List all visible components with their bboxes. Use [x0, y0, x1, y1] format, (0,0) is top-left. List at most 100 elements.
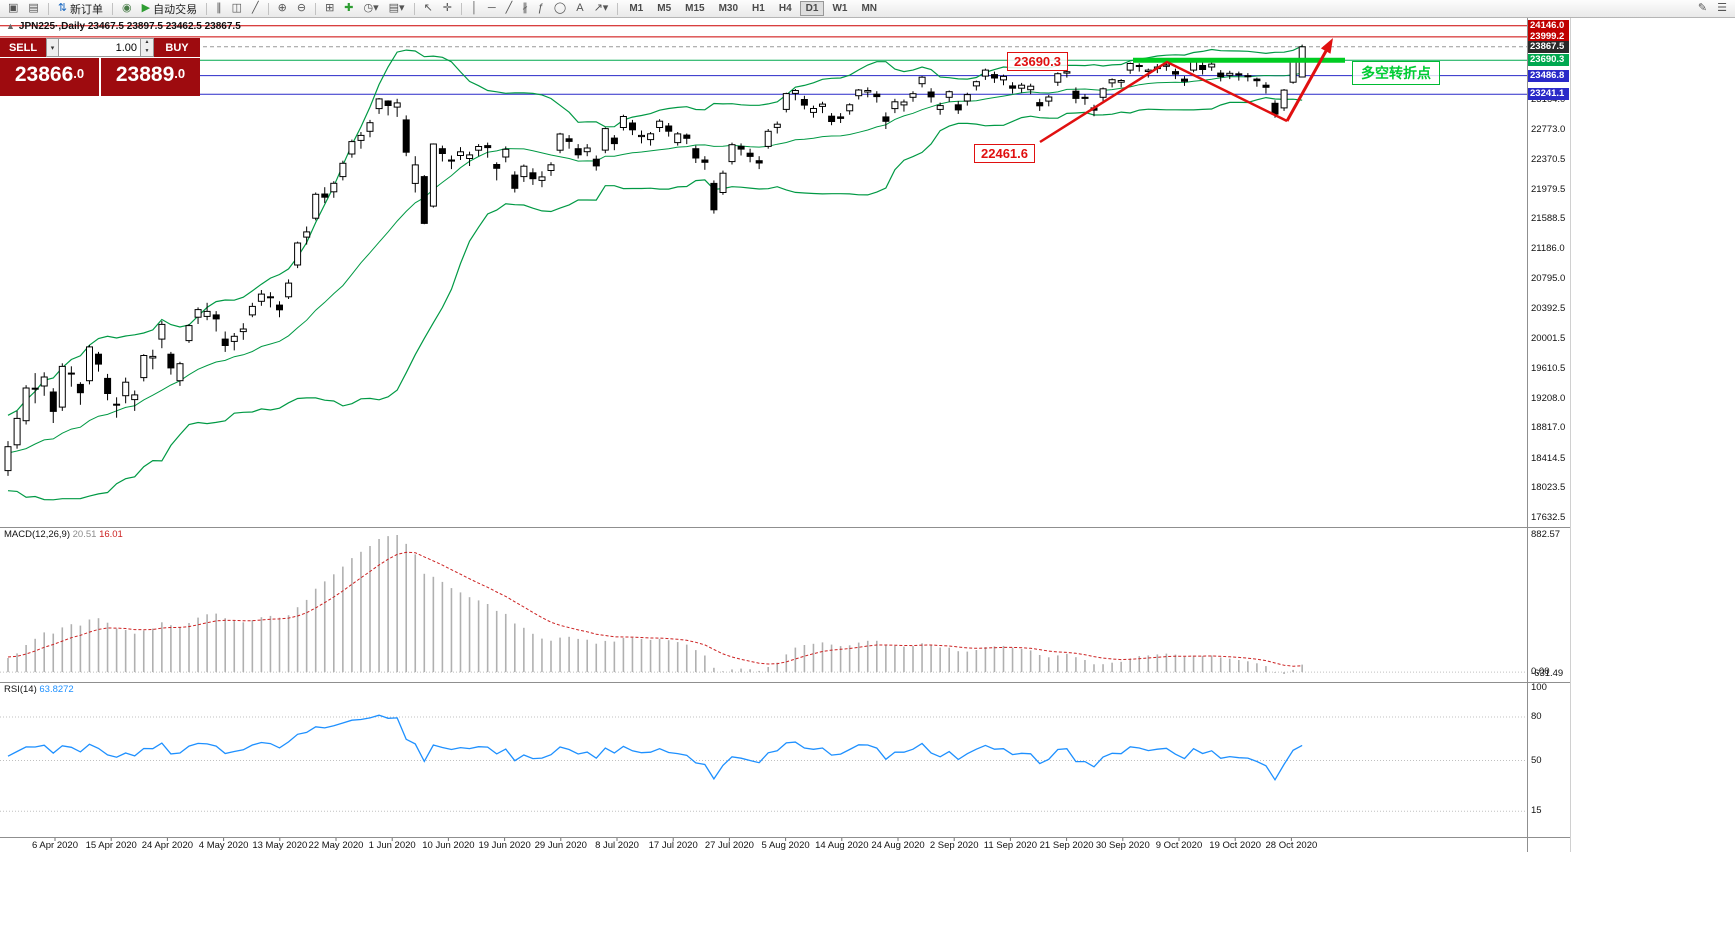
text-icon[interactable]: A — [572, 1, 587, 16]
fibonacci-icon: ƒ — [537, 2, 544, 14]
volume-spinner[interactable]: ▲ ▼ — [141, 38, 154, 57]
zoom-in-icon[interactable]: ⊕ — [274, 1, 291, 16]
main-chart-layer — [0, 25, 1527, 501]
trendline-icon[interactable]: ╱ — [502, 1, 517, 16]
annotation-support-label[interactable]: 22461.6 — [974, 144, 1035, 163]
new-order-button-label: 新订单 — [70, 3, 104, 16]
profiles-icon: ▤ — [28, 2, 39, 14]
periods-icon[interactable]: ◷▾ — [360, 1, 383, 16]
timeframe-h4-button[interactable]: H4 — [778, 3, 792, 14]
new-chart-icon: ▣ — [8, 2, 19, 14]
edit-icon: ✎ — [1697, 2, 1708, 14]
templates-icon: ▤▾ — [388, 2, 405, 14]
horizontal-line-icon: ─ — [487, 2, 496, 14]
horizontal-line-icon[interactable]: ─ — [484, 1, 500, 16]
profiles-icon[interactable]: ▤ — [24, 1, 42, 16]
sell-price-button[interactable]: 23866.0 — [0, 58, 99, 96]
fibonacci-icon[interactable]: ƒ — [534, 1, 548, 16]
macd-signal-value: 16.01 — [99, 529, 123, 540]
buy-price-button[interactable]: 23889.0 — [101, 58, 200, 96]
volume-up-button[interactable]: ▲ — [144, 39, 150, 45]
vertical-line-icon: │ — [471, 2, 478, 14]
timeframe-d1-button[interactable]: D1 — [799, 1, 825, 16]
arrow-tool-icon: ↗▾ — [593, 2, 609, 14]
candlestick-chart-icon[interactable]: ◫ — [228, 1, 246, 16]
autotrade-button-label: 自动交易 — [153, 3, 198, 16]
timeframe-m15-button[interactable]: M15 — [685, 3, 705, 14]
menu-icon[interactable]: ☰ — [1713, 1, 1731, 16]
red-zigzag-trendline[interactable] — [1039, 60, 1288, 144]
macd-indicator-label: MACD(12,26,9) 20.51 16.01 — [4, 529, 123, 540]
crosshair-icon: ✛ — [442, 2, 452, 14]
cursor-icon: ↖ — [423, 2, 433, 14]
toolbar-separator — [413, 2, 415, 15]
text-icon: A — [576, 2, 584, 14]
channel-icon[interactable]: ∦ — [518, 1, 532, 16]
annotation-layer — [1039, 38, 1345, 144]
chart-title: ▲ JPN225·,Daily 23467.5 23897.5 23462.5 2… — [6, 21, 241, 32]
sell-button[interactable]: SELL — [0, 38, 46, 57]
edit-icon[interactable]: ✎ — [1694, 1, 1711, 16]
line-chart-icon[interactable]: ╱ — [248, 1, 263, 16]
crosshair-icon[interactable]: ✛ — [439, 1, 456, 16]
autotrade-icon: ▶ — [141, 2, 151, 14]
timeframe-h1-button[interactable]: H1 — [752, 3, 765, 14]
toolbar-separator — [617, 2, 619, 15]
tile-windows-icon: ⊞ — [325, 2, 335, 14]
timeframe-toolbar: M1 M5 M15 M30 H1 H4 D1 W1 MN — [622, 1, 884, 16]
sell-price-value: 23866 — [14, 63, 74, 86]
menu-icon: ☰ — [1717, 2, 1727, 14]
bar-chart-icon: ∥ — [216, 2, 222, 14]
timeframe-m5-button[interactable]: M5 — [657, 3, 672, 14]
volume-down-button[interactable]: ▼ — [144, 47, 150, 54]
timeframe-w1-button[interactable]: W1 — [832, 3, 848, 14]
toolbar-right-icons: ✎ ☰ — [1693, 1, 1732, 16]
tile-windows-icon[interactable]: ⊞ — [321, 1, 338, 16]
timeframe-m30-button[interactable]: M30 — [718, 3, 739, 14]
toolbar-separator — [47, 2, 49, 15]
sell-price-frac: .0 — [73, 66, 85, 81]
red-arrow-head — [1320, 38, 1333, 54]
vertical-line-icon[interactable]: │ — [467, 1, 482, 16]
annotation-resistance-label[interactable]: 23690.3 — [1007, 52, 1068, 71]
autotrade-button[interactable]: ▶ 自动交易 — [138, 1, 201, 16]
rsi-indicator-label: RSI(14) 63.8272 — [4, 684, 74, 695]
new-order-button[interactable]: ⇅ 新订单 — [54, 1, 107, 16]
alerts-icon[interactable]: ◉ — [118, 1, 136, 16]
rsi-value: 63.8272 — [39, 684, 74, 695]
candlestick-chart-icon: ◫ — [231, 2, 243, 14]
annotation-turning-point-label[interactable]: 多空转折点 — [1352, 61, 1440, 85]
indicators-icon[interactable]: ✚ — [340, 1, 357, 16]
templates-icon[interactable]: ▤▾ — [385, 1, 409, 16]
timeframe-m1-button[interactable]: M1 — [629, 3, 644, 14]
buy-price-frac: .0 — [174, 66, 186, 81]
toolbar-separator — [315, 2, 317, 15]
macd-main-value: 20.51 — [72, 529, 97, 540]
zoom-out-icon[interactable]: ⊖ — [293, 1, 310, 16]
channel-icon: ∦ — [522, 2, 528, 14]
timeframe-mn-button[interactable]: MN — [861, 3, 877, 14]
red-arrow-line[interactable] — [1285, 50, 1328, 122]
rsi-layer — [0, 714, 1527, 812]
toolbar: ▣ ▤ ⇅ 新订单 ◉ ▶ 自动交易 ∥ ◫ ╱ ⊕ ⊖ ⊞ ✚ ◷▾ ▤▾ ↖ ✛ │ ─ ╱ ∦ ƒ ◯ A ↗▾ M1 M5 M… — [0, 0, 1735, 18]
ellipse-icon: ◯ — [553, 2, 567, 14]
zoom-in-icon: ⊕ — [277, 2, 287, 14]
toolbar-separator — [461, 2, 462, 15]
arrow-tool-icon[interactable]: ↗▾ — [590, 1, 613, 16]
bar-chart-icon[interactable]: ∥ — [212, 1, 226, 16]
one-click-trading-panel: SELL ▾ 1.00 ▲ ▼ BUY 23866.0 23889.0 — [0, 38, 200, 96]
volume-dropdown-button[interactable]: ▾ — [46, 38, 59, 57]
buy-price-value: 23889 — [115, 63, 175, 86]
zoom-out-icon: ⊖ — [296, 2, 307, 14]
trendline-icon: ╱ — [505, 2, 513, 14]
cursor-icon[interactable]: ↖ — [420, 1, 437, 16]
ellipse-icon[interactable]: ◯ — [550, 1, 570, 16]
line-chart-icon: ╱ — [252, 2, 259, 14]
buy-button[interactable]: BUY — [154, 38, 200, 57]
volume-input[interactable]: 1.00 — [59, 38, 141, 57]
new-chart-icon[interactable]: ▣ — [4, 1, 22, 16]
macd-name: MACD(12,26,9) — [4, 529, 70, 540]
one-click-panel-toggle-icon[interactable]: ▲ — [6, 21, 15, 31]
